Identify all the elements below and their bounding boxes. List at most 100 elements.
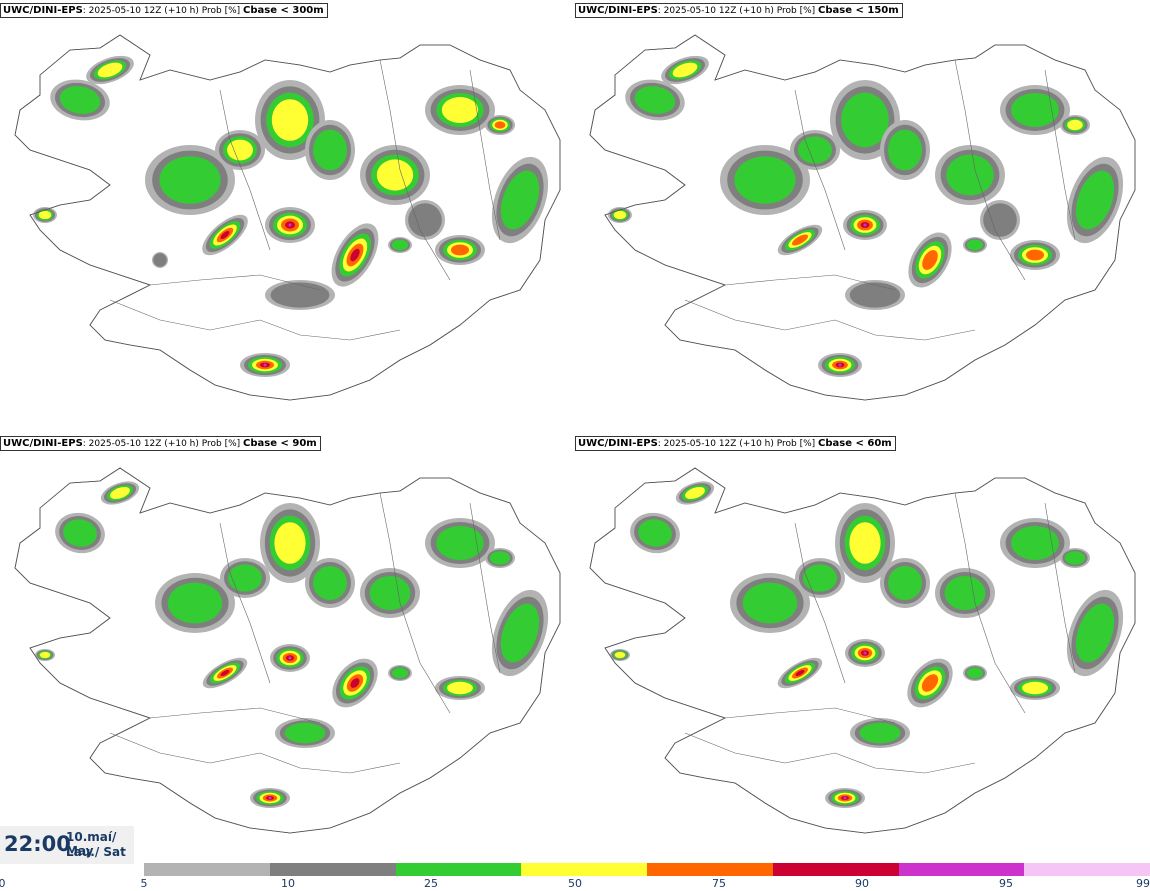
probability-area [268,796,272,800]
probability-area [888,129,922,171]
road-line [684,732,976,774]
probability-area [436,526,484,560]
probability-area [153,253,167,267]
probability-area [843,796,847,800]
probability-area [288,223,292,227]
iceland-probability-map [589,467,1136,834]
road-line [109,299,401,341]
road-line [149,274,321,291]
probability-area [803,564,837,592]
probability-area [288,656,292,660]
valid-time-box: 22:00 10.maí/ May Lau./ Sat [0,826,134,864]
road-line [379,59,451,281]
colorbar-tick-label: 75 [712,877,726,890]
probability-area [614,651,626,659]
iceland-coastline-outline [589,34,1136,401]
probability-area [672,62,698,78]
probability-area [271,99,309,141]
probability-area [313,566,347,600]
probability-area [38,210,52,220]
probability-area [1022,681,1048,695]
probability-area [110,486,130,500]
probability-area [369,576,411,610]
road-line [954,59,1026,281]
colorbar-tick-label: 99 [1136,877,1150,890]
probability-area [313,129,347,171]
colorbar-tick-label: 90 [855,877,869,890]
probability-area [408,203,442,237]
iceland-coastline-outline [14,467,561,834]
road-line [379,492,451,714]
probability-area [39,651,51,659]
road-line [724,274,896,291]
colorbar-tick-label: 50 [568,877,582,890]
road-line [954,492,1026,714]
probability-area [270,282,330,308]
colorbar-segment [144,863,270,876]
iceland-coastline-outline [14,34,561,401]
probability-area [447,681,473,695]
road-line [109,732,401,774]
probability-area [263,363,267,367]
valid-time: 22:00 [4,832,71,856]
probability-area [983,203,1017,237]
probability-area [227,139,253,161]
probability-area [613,210,627,220]
probability-area [634,86,676,114]
valid-date: 10.maí/ May [66,830,117,858]
iceland-probability-map [589,34,1136,401]
probability-area [849,282,901,308]
probability-area [494,121,506,129]
probability-area [159,156,221,204]
colorbar-tick-label: 5 [140,877,148,890]
probability-area [284,722,326,744]
probability-area [1011,93,1059,127]
colorbar-tick-label: 10 [281,877,295,890]
probability-colorbar [144,863,1150,876]
probability-area [274,522,306,564]
probability-area [838,363,842,367]
probability-area [734,156,796,204]
road-line [219,89,271,251]
colorbar-tick-label: 95 [999,877,1013,890]
probability-area [1075,603,1115,663]
colorbar-segment [647,863,773,876]
probability-area [946,154,994,196]
probability-area [966,667,984,679]
road-line [149,707,321,724]
probability-area [97,62,123,78]
panel-title: UWC/DINI-EPS: 2025-05-10 12Z (+10 h) Pro… [0,3,328,18]
probability-area [863,223,867,227]
road-line [1044,502,1076,674]
probability-area [59,86,101,114]
probability-area [350,678,360,688]
road-line [794,522,846,684]
colorbar-segment [1024,863,1150,876]
probability-area [922,250,938,270]
colorbar-segment [269,863,396,876]
probability-area [167,582,223,624]
map-panel-150m: UWC/DINI-EPS: 2025-05-10 12Z (+10 h) Pro… [575,0,1150,430]
road-line [219,522,271,684]
probability-area [638,519,672,547]
probability-area [888,566,922,600]
road-line [794,89,846,251]
probability-area [742,582,798,624]
probability-area [220,669,230,677]
probability-area [1067,119,1083,131]
iceland-probability-map [14,34,561,401]
probability-area [220,230,230,240]
probability-area [863,651,867,655]
probability-area [63,519,97,547]
probability-area [500,603,540,663]
colorbar-tick-label: 25 [424,877,438,890]
probability-area [859,722,901,744]
probability-area [391,667,409,679]
probability-area [1026,249,1044,261]
probability-area [376,159,414,191]
colorbar-tick-label: 0 [0,877,6,890]
panel-title: UWC/DINI-EPS: 2025-05-10 12Z (+10 h) Pro… [575,436,896,451]
probability-area [1011,526,1059,560]
road-line [724,707,896,724]
road-line [469,69,501,241]
